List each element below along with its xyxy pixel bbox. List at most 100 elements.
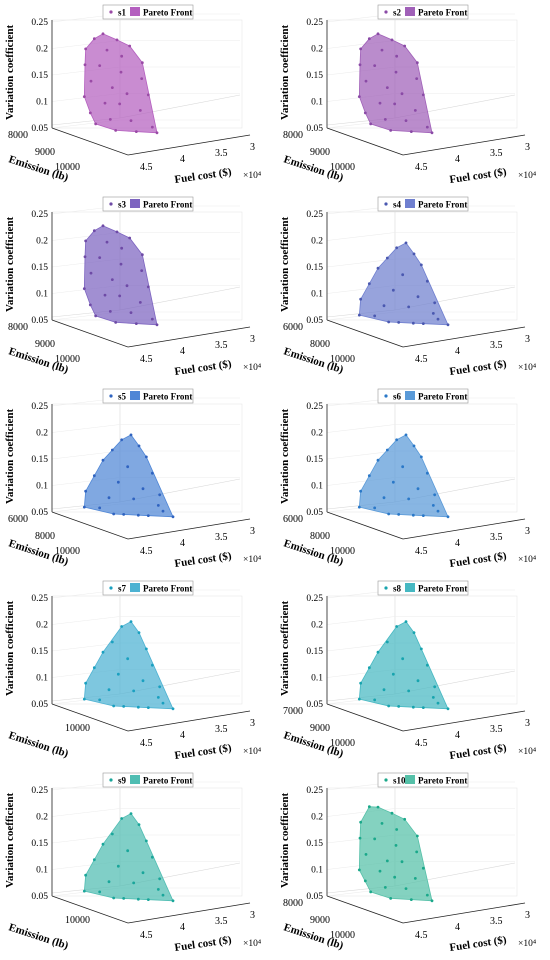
z-tick-label: 0.25 [31, 402, 48, 412]
data-point [92, 858, 96, 862]
x-tick-label: 4.5 [140, 546, 153, 557]
data-point [357, 868, 361, 872]
legend: s4 Pareto Front [377, 196, 469, 212]
data-point [413, 109, 417, 112]
data-point [118, 294, 122, 298]
z-tick-label: 0.15 [306, 839, 323, 849]
data-point [412, 444, 416, 448]
y-tick-label: 6000 [283, 514, 303, 525]
x-tick-label: 4.5 [415, 354, 428, 365]
legend-swatch [405, 391, 415, 400]
data-point [132, 689, 136, 693]
y-tick-label: 10000 [55, 546, 80, 557]
data-point [407, 305, 411, 309]
data-point [122, 705, 126, 708]
y-tick-label: 10000 [330, 738, 355, 749]
legend-swatch [130, 775, 140, 784]
data-point [155, 323, 159, 327]
x-tick-label: 3 [525, 910, 530, 921]
z-tick-label: 0.15 [306, 71, 323, 81]
data-point [421, 514, 425, 517]
z-gridline [51, 808, 121, 817]
x-tick-label: 4.5 [415, 930, 428, 941]
data-point [150, 471, 154, 475]
data-point [425, 893, 429, 897]
data-point [421, 93, 425, 97]
legend-swatch [130, 7, 140, 16]
legend-box [377, 772, 469, 788]
legend-front-label: Pareto Front [418, 200, 467, 210]
data-point [105, 48, 109, 52]
y-axis-label: Emission (lb) [7, 729, 70, 760]
data-point [390, 38, 394, 42]
data-point [425, 663, 429, 667]
data-point [401, 273, 405, 277]
legend-box [377, 388, 469, 404]
data-point [140, 253, 144, 257]
data-point [136, 897, 140, 901]
data-point [150, 125, 154, 129]
data-point [430, 131, 434, 135]
data-point [83, 255, 87, 259]
data-point [129, 119, 133, 122]
z-gridline [51, 424, 121, 433]
data-point [171, 707, 175, 711]
chart-svg: 0.05 0.1 0.15 0.2 0.25 4.5 4 3.5 3 ×10⁴ Fuel cost … [4, 388, 262, 570]
data-point [92, 666, 96, 670]
z-tick-label: 0.25 [31, 18, 48, 28]
data-point [84, 681, 88, 685]
data-point [364, 853, 368, 856]
data-point [129, 812, 133, 815]
x-tick-label: 3.5 [490, 148, 503, 159]
chart-svg: 0.05 0.1 0.15 0.2 0.25 4.5 4 3.5 3 ×10⁴ Fuel cost … [4, 196, 262, 378]
data-point [146, 514, 150, 517]
pareto-front-surface [83, 813, 174, 902]
data-point [107, 496, 111, 500]
x-multiplier-label: ×10⁴ [518, 747, 537, 757]
x-tick-label: 3 [250, 334, 255, 345]
legend-box [377, 4, 469, 20]
data-point [108, 310, 112, 313]
z-tick-label: 0.1 [36, 674, 48, 684]
x-tick-label: 3.5 [490, 340, 503, 351]
data-point [94, 122, 98, 126]
x-tick-label: 3 [525, 718, 530, 729]
legend: s10 Pareto Front [377, 772, 469, 788]
x-tick-label: 4 [455, 538, 460, 549]
data-point [380, 822, 384, 825]
data-point [141, 487, 145, 491]
data-point [161, 893, 165, 897]
data-point [120, 246, 124, 250]
data-point [395, 438, 399, 442]
plot-group: 0.05 0.1 0.15 0.2 0.25 4.5 4 3.5 3 ×10⁴ Fuel cost … [279, 4, 537, 186]
data-point [129, 620, 133, 623]
x-axis-label: Fuel cost ($) [174, 934, 233, 954]
pareto-front-surface [358, 434, 449, 518]
data-point [107, 688, 111, 692]
y-axis-line [326, 511, 404, 540]
z-tick-label: 0.1 [311, 98, 323, 108]
data-point [385, 448, 389, 452]
data-point [393, 102, 397, 106]
x-tick-label: 4.5 [415, 738, 428, 749]
legend-series-label: s8 [393, 584, 402, 594]
x-tick-label: 3 [250, 718, 255, 729]
data-point [397, 513, 401, 516]
data-point [378, 869, 382, 873]
chart-panel-s7: 0.05 0.1 0.15 0.2 0.25 4.5 4 3.5 3 ×10⁴ Fuel cost … [0, 576, 275, 768]
z-tick-label: 0.05 [31, 892, 48, 902]
legend-marker [384, 10, 388, 14]
legend: s9 Pareto Front [102, 772, 194, 788]
z-tick-label: 0.2 [36, 45, 48, 55]
pareto-front-surface [83, 434, 174, 518]
plot-group: 0.05 0.1 0.15 0.2 0.25 4.5 4 3.5 3 ×10⁴ Fuel cost … [4, 388, 262, 570]
data-point [105, 240, 109, 244]
plot-group: 0.05 0.1 0.15 0.2 0.25 4.5 4 3.5 3 ×10⁴ Fuel cost … [279, 196, 537, 378]
z-axis-label: Variation coefficient [279, 600, 291, 696]
data-point [421, 706, 425, 709]
data-point [141, 871, 145, 875]
legend-swatch [405, 583, 415, 592]
data-point [395, 54, 399, 58]
data-point [419, 647, 423, 651]
data-point [161, 701, 165, 705]
